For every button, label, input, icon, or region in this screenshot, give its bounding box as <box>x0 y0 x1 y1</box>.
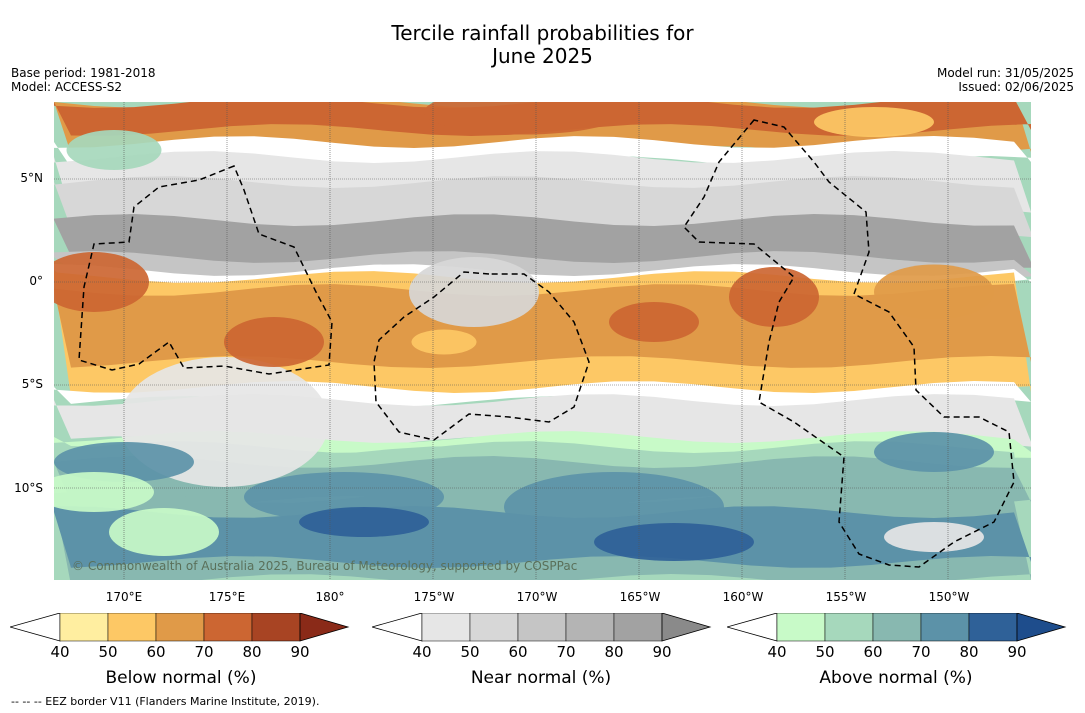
colorbar-over-arrow <box>661 613 712 642</box>
colorbar-under-arrow <box>10 613 61 642</box>
lat-label-10s: 10°S <box>14 481 43 495</box>
map-blob <box>814 107 934 137</box>
colorbar-near-normal <box>372 613 712 642</box>
colorbar-tick-label: 80 <box>242 643 262 661</box>
eez-borders <box>78 119 1015 568</box>
lon-label-175w: 175°W <box>413 590 455 604</box>
base-period: Base period: 1981-2018 <box>11 66 156 80</box>
issued-date: Issued: 02/06/2025 <box>958 80 1074 94</box>
map-fill-layer <box>54 102 1031 580</box>
colorbar-tick-label: 50 <box>98 643 118 661</box>
colorbar-segment <box>920 613 970 642</box>
colorbar-segment <box>613 613 663 642</box>
colorbar-segment <box>968 613 1018 642</box>
colorbar-tick-label: 90 <box>1007 643 1027 661</box>
map-blob <box>884 522 984 552</box>
colorbar-tick-label: 70 <box>911 643 931 661</box>
colorbar-segment <box>107 613 157 642</box>
map-blob <box>874 264 994 320</box>
colorbar-title-near: Near normal (%) <box>470 668 612 688</box>
map-blob <box>54 472 154 512</box>
map-blob <box>874 432 994 472</box>
map-blob <box>66 130 162 170</box>
colorbar-segment <box>776 613 826 642</box>
lon-label-160w: 160°W <box>722 590 764 604</box>
eez-footnote: -- -- -- EEZ border V11 (Flanders Marine… <box>11 695 320 708</box>
colorbar-segment <box>421 613 471 642</box>
map-band <box>54 506 1031 568</box>
colorbar-segment <box>824 613 874 642</box>
chart-title-line1: Tercile rainfall probabilities for <box>391 21 694 45</box>
colorbar-segment <box>872 613 922 642</box>
colorbar-segment <box>251 613 301 642</box>
colorbar-title-below: Below normal (%) <box>105 668 257 688</box>
colorbar-tick-label: 70 <box>556 643 576 661</box>
chart-title-line2: June 2025 <box>492 44 593 68</box>
meta-left: Base period: 1981-2018 Model: ACCESS-S2 <box>11 66 156 94</box>
colorbar-under-arrow <box>727 613 778 642</box>
colorbar-tick-label: 80 <box>959 643 979 661</box>
colorbar-tick-label: 70 <box>194 643 214 661</box>
colorbar-tick-label: 40 <box>767 643 787 661</box>
lat-label-5n: 5°N <box>20 171 43 185</box>
colorbar-tick-label: 80 <box>604 643 624 661</box>
colorbar-over-arrow <box>1016 613 1067 642</box>
colorbar-tick-label: 60 <box>146 643 166 661</box>
colorbar-under-arrow <box>372 613 423 642</box>
map-blob <box>224 317 324 367</box>
colorbar-below-normal <box>10 613 350 642</box>
lon-label-175e: 175°E <box>208 590 246 604</box>
map-blob <box>594 523 754 561</box>
colorbar-title-above: Above normal (%) <box>819 668 973 688</box>
colorbar-tick-label: 40 <box>50 643 70 661</box>
map-blob <box>299 507 429 537</box>
map-blob <box>424 102 624 135</box>
eez-border-central <box>373 271 590 441</box>
meta-right: Model run: 31/05/2025 Issued: 02/06/2025 <box>937 66 1074 94</box>
rainfall-probability-map: © Commonwealth of Australia 2025, Bureau… <box>54 102 1031 580</box>
eez-border-west <box>78 165 333 375</box>
colorbar-segment <box>469 613 519 642</box>
colorbar-tick-label: 60 <box>508 643 528 661</box>
map-blob <box>411 329 477 355</box>
colorbar-segment <box>203 613 253 642</box>
colorbar-segment <box>565 613 615 642</box>
lat-label-5s: 5°S <box>21 377 43 391</box>
map-blob <box>409 257 539 327</box>
lon-label-170w: 170°W <box>516 590 558 604</box>
model-name: Model: ACCESS-S2 <box>11 80 123 94</box>
colorbar-tick-label: 90 <box>652 643 672 661</box>
colorbar-above-normal <box>727 613 1067 642</box>
colorbar-segment <box>155 613 205 642</box>
lon-label-165w: 165°W <box>619 590 661 604</box>
lon-label-180: 180° <box>315 590 345 604</box>
lon-label-150w: 150°W <box>928 590 970 604</box>
lat-label-0: 0° <box>29 274 43 288</box>
map-blob <box>54 252 149 312</box>
colorbar-tick-label: 90 <box>290 643 310 661</box>
map-blobs <box>54 102 1019 561</box>
model-run: Model run: 31/05/2025 <box>936 66 1074 80</box>
map-blob <box>609 302 699 342</box>
colorbar-over-arrow <box>299 613 350 642</box>
colorbar-tick-label: 40 <box>412 643 432 661</box>
copyright-notice: © Commonwealth of Australia 2025, Bureau… <box>72 559 577 573</box>
map-blob <box>109 508 219 556</box>
colorbar-tick-label: 50 <box>815 643 835 661</box>
map-blob <box>729 267 819 327</box>
colorbar-segment <box>59 613 109 642</box>
colorbar-tick-label: 50 <box>460 643 480 661</box>
lon-label-170e: 170°E <box>105 590 143 604</box>
colorbar-tick-label: 60 <box>863 643 883 661</box>
map-gridlines <box>54 102 1031 580</box>
eez-border-east <box>683 119 1015 568</box>
colorbar-segment <box>517 613 567 642</box>
lon-label-155w: 155°W <box>825 590 867 604</box>
